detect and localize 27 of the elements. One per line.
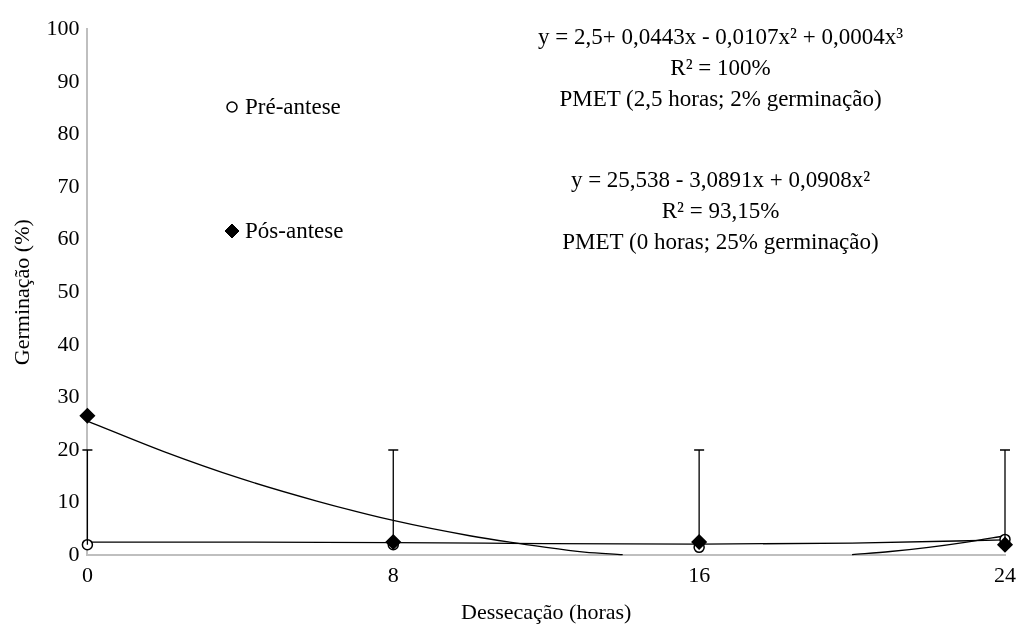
y-tick-label: 90 [57, 67, 80, 93]
annotation: PMET (0 horas; 25% germinação) [561, 228, 880, 257]
x-tick-label: 24 [994, 562, 1016, 588]
annotation: R² = 100% [669, 54, 772, 83]
point [79, 408, 96, 424]
y-tick-label: 80 [57, 120, 80, 146]
y-tick-label: 20 [57, 435, 80, 461]
legend-label: Pré-antese [245, 93, 341, 120]
legend-label: Pós-antese [245, 217, 344, 244]
y-tick-label: 30 [57, 383, 80, 409]
annotation: PMET (2,5 horas; 2% germinação) [558, 85, 883, 114]
y-tick-label: 100 [46, 14, 80, 40]
y-tick-label: 50 [57, 277, 80, 303]
y-tick-label: 10 [57, 488, 80, 514]
point [997, 536, 1013, 553]
y-axis-title: Germinação (%) [8, 219, 34, 366]
point [385, 534, 402, 550]
annotation: R² = 93,15% [660, 197, 781, 226]
x-tick-label: 16 [688, 562, 711, 588]
x-tick-label: 8 [387, 562, 399, 588]
annotation: y = 2,5+ 0,0443x - 0,0107x² + 0,0004x³ [536, 23, 905, 52]
x-axis-title: Dessecação (horas) [461, 598, 632, 624]
y-tick-label: 70 [57, 172, 80, 198]
annotation: y = 25,538 - 3,0891x + 0,0908x² [569, 166, 872, 195]
y-tick-label: 0 [68, 540, 80, 566]
y-tick-label: 40 [57, 330, 80, 356]
y-tick-label: 60 [57, 225, 80, 251]
